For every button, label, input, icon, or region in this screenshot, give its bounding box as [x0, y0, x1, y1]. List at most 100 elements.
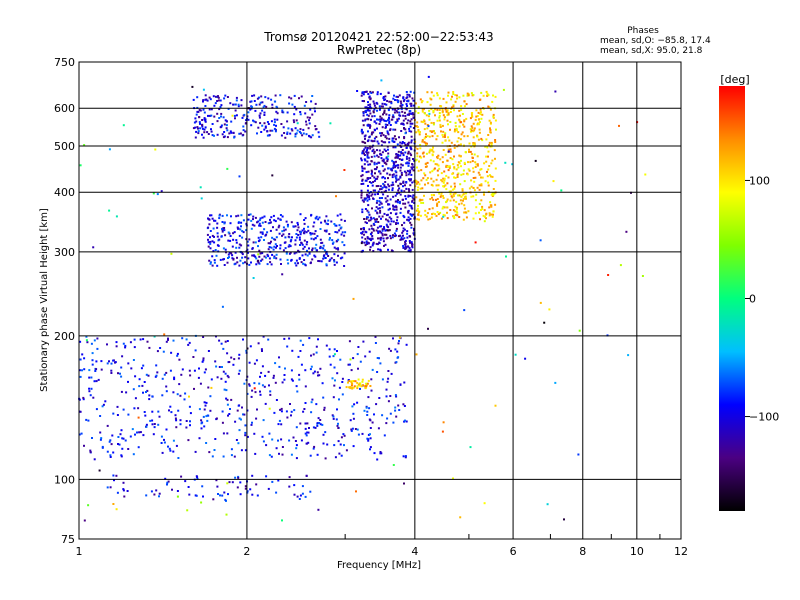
echo-point [380, 217, 382, 220]
echo-point [386, 219, 389, 222]
echo-point [405, 162, 408, 165]
echo-point [381, 233, 384, 236]
echo-point [209, 98, 212, 101]
echo-point [386, 148, 389, 151]
echo-point [359, 360, 362, 363]
echo-point [440, 172, 443, 175]
echo-point [468, 169, 471, 172]
echo-point [430, 183, 433, 186]
echo-point [417, 204, 419, 207]
echo-point [281, 215, 284, 218]
echo-point [458, 118, 461, 121]
echo-point [494, 119, 497, 122]
echo-point [398, 111, 401, 114]
echo-point [408, 204, 411, 207]
echo-point [253, 382, 256, 385]
echo-point [250, 261, 252, 264]
echo-point [261, 232, 264, 235]
echo-point [339, 443, 342, 446]
echo-point [158, 495, 160, 498]
echo-point [479, 168, 482, 171]
echo-point [241, 406, 243, 409]
echo-point [320, 221, 323, 224]
echo-point [267, 242, 270, 245]
echo-point [142, 434, 145, 437]
echo-point [457, 131, 460, 134]
echo-point [431, 153, 434, 156]
echo-point [261, 252, 264, 255]
echo-point [317, 338, 319, 341]
echo-point [263, 215, 266, 218]
echo-point [360, 94, 363, 97]
echo-point [369, 105, 372, 108]
echo-point [305, 231, 308, 234]
echo-point [215, 417, 218, 420]
echo-point [383, 168, 386, 171]
echo-point [439, 158, 442, 161]
echo-point [420, 179, 423, 182]
echo-point [86, 341, 89, 344]
echo-point [81, 369, 83, 372]
echo-point [248, 384, 251, 387]
echo-point [91, 363, 94, 366]
echo-point [381, 414, 384, 417]
echo-point [644, 173, 647, 176]
echo-point [275, 228, 278, 231]
echo-point [296, 221, 299, 224]
echo-point [362, 124, 365, 127]
echo-point [297, 226, 300, 229]
echo-point [386, 100, 389, 102]
echo-point [392, 208, 395, 211]
echo-point [247, 118, 250, 121]
echo-point [367, 109, 370, 112]
echo-point [214, 360, 217, 363]
echo-point [215, 365, 218, 368]
echo-point [400, 173, 403, 176]
echo-point [470, 195, 473, 198]
echo-point [223, 388, 226, 391]
echo-point [412, 197, 415, 200]
echo-point [216, 235, 219, 238]
echo-point [305, 123, 308, 126]
echo-point [183, 398, 186, 401]
echo-point [361, 178, 364, 181]
echo-point [317, 218, 320, 221]
echo-point [385, 186, 388, 189]
echo-point [216, 485, 219, 488]
echo-point [436, 92, 439, 95]
echo-point [313, 254, 316, 257]
echo-point [395, 180, 397, 183]
echo-point [279, 214, 282, 216]
echo-point [396, 200, 399, 203]
echo-point [172, 391, 175, 394]
echo-point [370, 378, 373, 381]
echo-point [452, 209, 455, 212]
echo-point [484, 145, 487, 148]
echo-point [410, 139, 413, 142]
echo-point [472, 167, 475, 170]
echo-point [290, 128, 293, 131]
echo-point [397, 189, 400, 192]
echo-point [136, 431, 138, 434]
echo-point [380, 118, 383, 121]
echo-point [280, 423, 283, 426]
echo-point [245, 349, 248, 352]
echo-point [206, 419, 209, 422]
echo-point [466, 135, 469, 138]
echo-point [257, 342, 260, 345]
echo-point [438, 119, 441, 122]
echo-point [273, 411, 276, 414]
echo-point [493, 192, 496, 195]
echo-point [369, 219, 372, 222]
echo-point [154, 375, 157, 378]
echo-point [396, 156, 399, 159]
echo-point [121, 355, 124, 358]
echo-point [407, 141, 410, 144]
echo-point [371, 145, 374, 148]
echo-point [360, 191, 363, 194]
echo-point [293, 113, 296, 116]
echo-point [212, 227, 215, 230]
echo-point [188, 493, 191, 496]
echo-point [388, 137, 391, 140]
echo-point [393, 140, 396, 143]
